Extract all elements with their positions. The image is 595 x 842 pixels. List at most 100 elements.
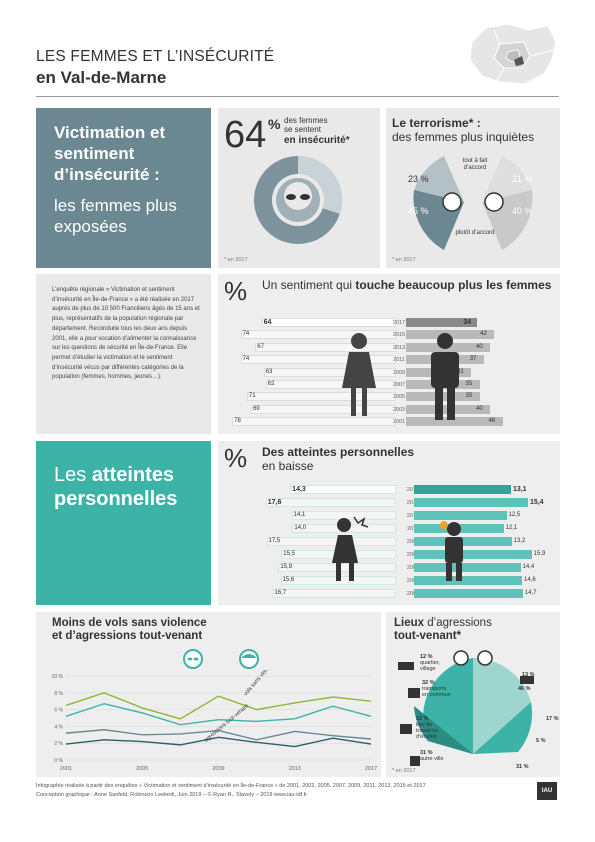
- y-tick-label: 0 %: [54, 758, 63, 764]
- men-sentiment-value: 34: [463, 319, 472, 326]
- atteintes-year-label: 2015: [406, 500, 420, 506]
- women-atteintes-bar: [266, 537, 396, 546]
- x-tick-label: 2013: [289, 766, 301, 772]
- women-sentiment-bar: [240, 355, 396, 365]
- stat-panel: 64 % des femmes se sentent en insécurité…: [218, 108, 380, 268]
- x-tick-label: 2017: [365, 766, 377, 772]
- women-bottom-value: 45 %: [408, 206, 429, 216]
- men-atteintes-bar: [414, 511, 507, 520]
- men-sentiment-value: 46: [488, 418, 496, 425]
- footer-line2: Conception graphique : Anne Sanfeld, Rob…: [36, 792, 307, 798]
- atteintes-year-label: 2005: [406, 565, 420, 571]
- sentiment-year-label: 2009: [392, 369, 406, 376]
- lieux-label-pct: 31 %: [420, 750, 433, 756]
- people-icon-right: [520, 676, 534, 684]
- lieux-title-light: d’agressions: [427, 617, 492, 629]
- lieux-label: 46 %: [518, 686, 548, 692]
- women-atteintes-value: 15,9: [280, 564, 293, 570]
- section1-title-bold: Victimation et sentiment d’insécurité :: [54, 123, 166, 184]
- page-title-line1: LES FEMMES ET L’INSÉCURITÉ: [36, 48, 275, 65]
- intro-panel: L’enquête régionale « Victimation et sen…: [36, 274, 211, 434]
- man-victim-icon: [440, 521, 463, 581]
- lieux-label-pct: 46 %: [518, 686, 531, 692]
- lieux-label: 12 % quartier, village: [420, 654, 450, 672]
- sentiment-year-label: 2013: [392, 344, 406, 351]
- footer-line1: Infographie réalisée à partir des enquêt…: [36, 783, 426, 789]
- lieux-label: 5 %: [536, 738, 566, 744]
- men-atteintes-value: 13,1: [512, 486, 527, 493]
- men-sentiment-value: 40: [476, 343, 483, 350]
- lieux-woman-icon: [453, 650, 469, 666]
- men-bottom-value: 40 %: [512, 206, 533, 216]
- section2-title-light: Les: [54, 464, 87, 486]
- vols-panel: Moins de vols sans violence et d’agressi…: [36, 612, 381, 777]
- sentiment-year-label: 2005: [392, 394, 406, 401]
- series-line-3: [65, 736, 372, 748]
- women-atteintes-value: 16,7: [274, 590, 287, 596]
- section2-title-bold: atteintes: [91, 464, 175, 486]
- stat-value: 64: [224, 114, 267, 156]
- terrorism-title-light: des femmes plus inquiètes: [392, 130, 535, 144]
- sentiment-year-label: 2003: [392, 406, 406, 413]
- men-atteintes-value: 13,2: [513, 538, 526, 544]
- label-vols: vols sans violence: [243, 670, 276, 697]
- men-sentiment-value: 35: [465, 393, 473, 400]
- women-sentiment-value: 63: [265, 368, 273, 375]
- men-top-segment: [482, 156, 532, 202]
- sentiment-pct-icon: %: [224, 276, 248, 306]
- atteintes-year-label: 2009: [406, 539, 420, 545]
- women-sentiment-value: 64: [263, 319, 272, 326]
- y-tick-label: 10 %: [52, 674, 64, 680]
- women-sentiment-value: 78: [234, 418, 241, 425]
- lieux-label-text: autre ville: [420, 756, 444, 762]
- sentiment-year-label: 2017: [392, 320, 406, 326]
- men-atteintes-value: 15,9: [533, 551, 546, 557]
- women-atteintes-value: 14,0: [294, 525, 307, 531]
- women-atteintes-value: 17,5: [268, 538, 281, 544]
- woman-victim-icon: [332, 516, 369, 581]
- atteintes-year-label: 2003: [406, 578, 420, 584]
- page-title-line2: en Val-de-Marne: [36, 68, 167, 87]
- lieux-label-pct: 31 %: [516, 764, 529, 770]
- atteintes-pct-icon: %: [224, 443, 248, 473]
- women-sentiment-bar: [255, 342, 396, 352]
- lieux-label-text: lieu de travail ou d’études: [416, 722, 439, 740]
- sentiment-year-label: 2011: [393, 357, 405, 364]
- men-atteintes-bar: [414, 550, 532, 559]
- lieux-label: 17 %: [546, 716, 576, 722]
- atteintes-year-label: 2013: [406, 513, 420, 519]
- atteintes-title-bold: Des atteintes personnelles: [262, 445, 415, 459]
- women-sentiment-bar: [232, 417, 396, 427]
- stat-text3: en insécurité*: [284, 135, 350, 146]
- woman-figure-icon: [342, 333, 376, 416]
- atteintes-year-label: 2001: [406, 591, 420, 597]
- men-sentiment-value: 31: [457, 368, 464, 375]
- men-sentiment-value: 40: [476, 405, 483, 412]
- lieux-title-bold2: tout-venant*: [394, 630, 462, 642]
- women-sentiment-value: 67: [257, 343, 264, 350]
- section2-title-bold2: personnelles: [54, 488, 178, 510]
- x-tick-label: 2001: [60, 766, 72, 772]
- women-atteintes-bar: [272, 589, 396, 598]
- people-icon: [398, 662, 414, 670]
- men-atteintes-value: 12,1: [505, 525, 518, 531]
- section1-panel: Victimation et sentiment d’insécurité : …: [36, 108, 211, 268]
- atteintes-title-light: en baisse: [262, 459, 314, 473]
- lieux-segment-men-b: [473, 702, 533, 754]
- women-atteintes-bar: [265, 498, 396, 507]
- lieux-label: 13 %: [522, 672, 552, 678]
- women-atteintes-value: 17,6: [267, 499, 282, 506]
- y-tick-label: 2 %: [54, 741, 63, 747]
- vols-title-line1: Moins de vols sans violence: [52, 617, 207, 629]
- lieux-panel: Lieux d’agressions tout-venant* 12 % quar…: [386, 612, 560, 777]
- lieux-label-pct: 5 %: [536, 738, 546, 744]
- terrorism-label-bottom: plutôt d’accord: [455, 230, 495, 236]
- stat-source: * en 2017: [224, 257, 248, 263]
- lieux-source: * en 2017: [392, 768, 416, 774]
- man-head-icon: [239, 649, 259, 669]
- men-sentiment-value: 42: [480, 331, 487, 338]
- train-icon: [408, 688, 420, 698]
- women-sentiment-value: 69: [253, 405, 260, 412]
- women-atteintes-value: 15,6: [282, 577, 295, 583]
- atteintes-year-label: 2017: [406, 487, 420, 493]
